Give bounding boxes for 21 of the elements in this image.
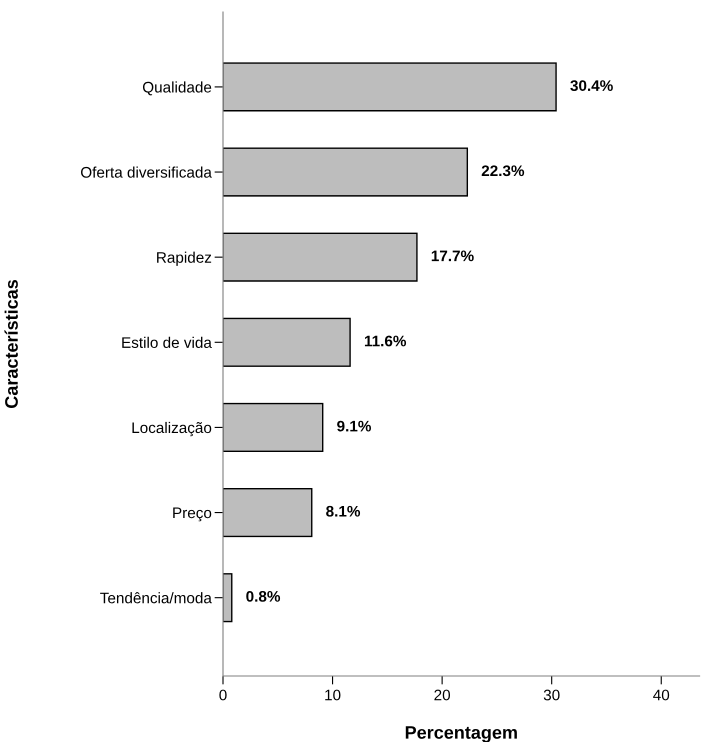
data-label: 0.8% (246, 590, 280, 602)
y-tick-label: Oferta diversificada (81, 166, 212, 178)
y-tick-label: Rapidez (157, 252, 212, 266)
data-label: 11.6% (364, 336, 406, 346)
x-tick-label: 40 (653, 690, 670, 700)
data-label: 8.1% (326, 506, 360, 517)
data-label: 17.7% (432, 250, 474, 262)
data-label: 22.3% (482, 165, 524, 176)
x-tick-label: 0 (219, 690, 227, 700)
x-tick-label: 10 (325, 690, 340, 700)
y-tick-label: Qualidade (142, 81, 212, 96)
y-tick-label: Tendência/moda (100, 592, 212, 604)
y-tick-label: Localização (132, 422, 212, 436)
x-tick-label: 30 (544, 690, 560, 700)
data-label: 30.4% (570, 80, 613, 92)
data-label: 9.1% (337, 420, 372, 432)
y-tick-label: Preço (173, 508, 212, 522)
y-tick-label: Estilo de vida (122, 336, 212, 348)
x-axis-title: Percentagem (406, 726, 517, 742)
x-tick-label: 20 (434, 690, 450, 700)
y-axis-title: Características (4, 280, 18, 408)
